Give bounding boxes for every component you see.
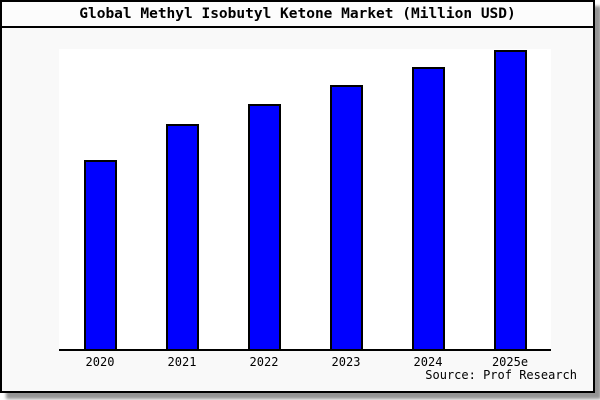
- bar-2025e: [493, 49, 527, 349]
- bar-slot-2024: [387, 49, 469, 349]
- x-axis-label-2025e: 2025e: [491, 355, 529, 369]
- bar-2021: [165, 124, 199, 349]
- source-caption: Source: Prof Research: [425, 368, 577, 382]
- chart-title: Global Methyl Isobutyl Ketone Market (Mi…: [79, 6, 516, 22]
- bars-container: [59, 49, 551, 349]
- x-axis-line: [59, 349, 551, 351]
- bar-2023: [329, 85, 363, 349]
- x-axis-label-2023: 2023: [331, 355, 361, 369]
- x-axis-labels: 2020 2021 2022 2023 2024 2025e: [59, 355, 551, 369]
- x-axis-label-2024: 2024: [413, 355, 443, 369]
- bar-slot-2020: [59, 49, 141, 349]
- chart-title-bar: Global Methyl Isobutyl Ketone Market (Mi…: [2, 2, 593, 28]
- bar-2020: [83, 160, 117, 349]
- x-axis-label-2021: 2021: [167, 355, 197, 369]
- bar-2024: [411, 67, 445, 349]
- bar-2022: [247, 103, 281, 349]
- x-axis-label-2020: 2020: [85, 355, 115, 369]
- bar-slot-2021: [141, 49, 223, 349]
- plot-area: [59, 49, 551, 351]
- x-axis-label-2022: 2022: [249, 355, 279, 369]
- bar-slot-2022: [223, 49, 305, 349]
- chart-panel: Global Methyl Isobutyl Ketone Market (Mi…: [0, 0, 595, 393]
- bar-slot-2025e: [469, 49, 551, 349]
- bar-slot-2023: [305, 49, 387, 349]
